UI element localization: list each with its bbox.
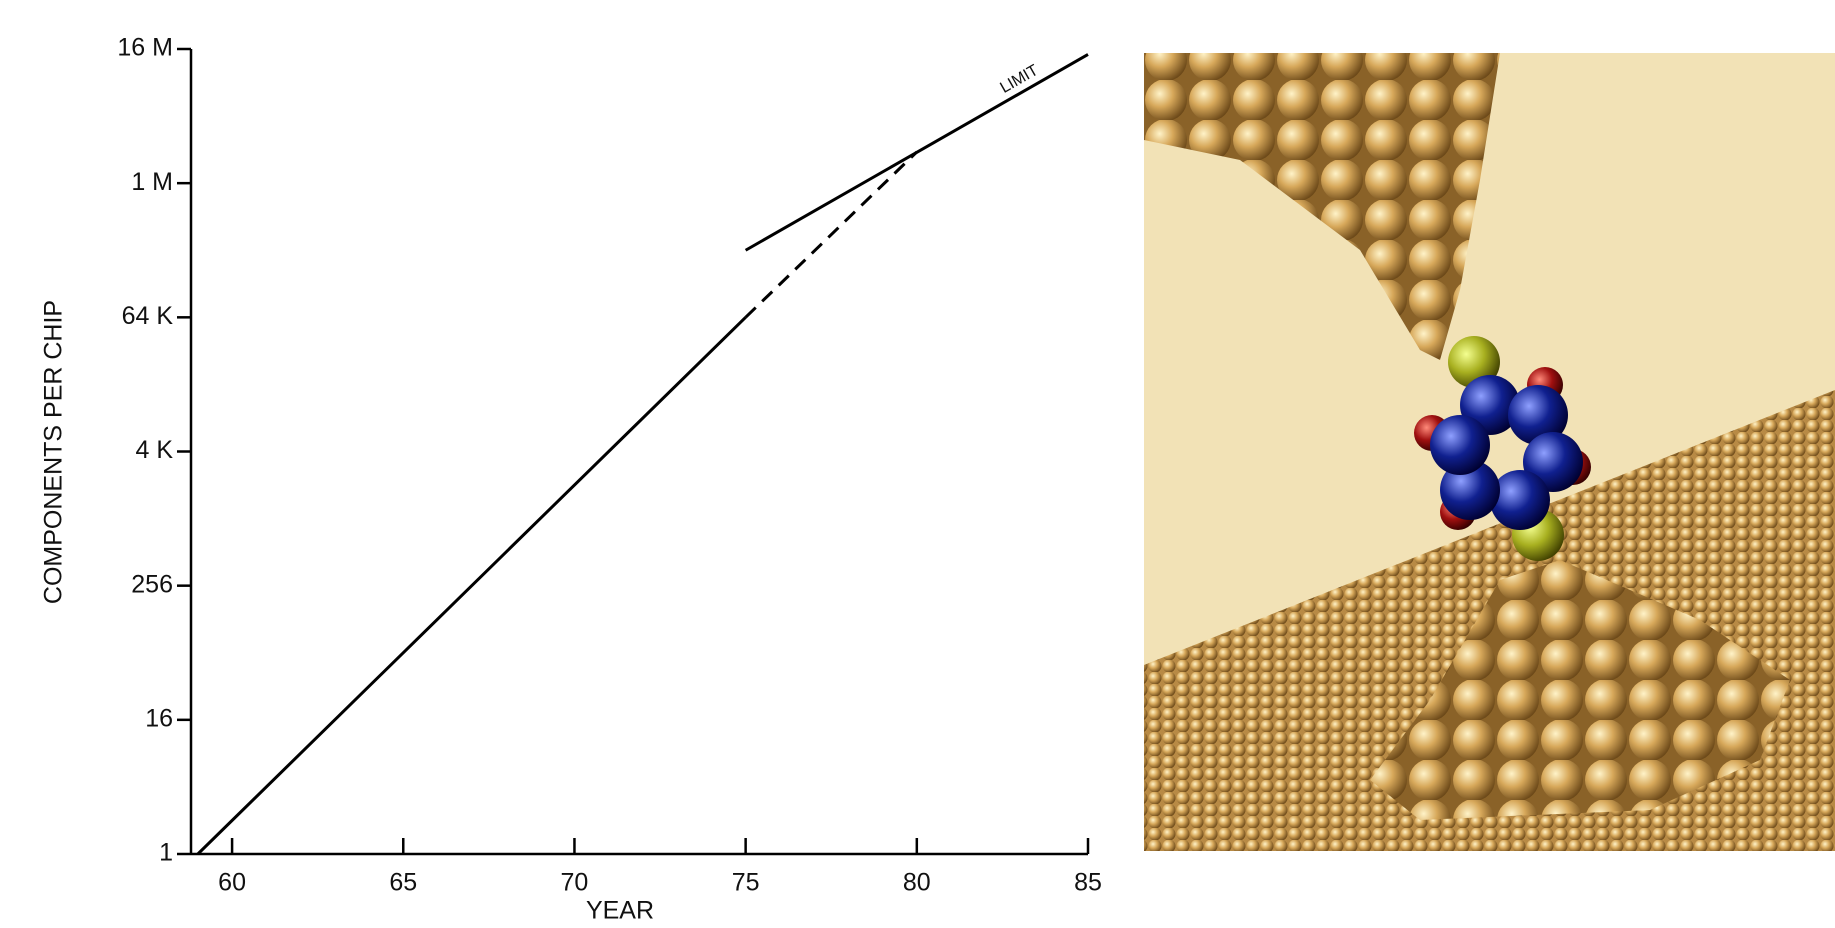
- line-series: [746, 54, 1088, 250]
- annotation: LIMIT: [997, 62, 1041, 97]
- y-tick-label: 1 M: [131, 168, 173, 196]
- y-axis-label: COMPONENTS PER CHIP: [40, 300, 68, 604]
- y-tick-label: 16 M: [117, 34, 173, 62]
- molecule-image: [1144, 53, 1835, 851]
- y-tick-label: 1: [159, 839, 173, 867]
- page: YEAR COMPONENTS PER CHIP 1 16 256 4 K 64 K 1 …: [0, 0, 1835, 928]
- figure: YEAR COMPONENTS PER CHIP 1 16 256 4 K 64 K 1 …: [0, 0, 1835, 928]
- x-axis-label: YEAR: [586, 897, 654, 925]
- x-tick-label: 80: [903, 869, 931, 897]
- y-tick-label: 64 K: [122, 302, 174, 330]
- x-tick-label: 70: [561, 869, 589, 897]
- x-tick-label: 65: [389, 869, 417, 897]
- y-tick-label: 256: [131, 570, 173, 598]
- x-tick-label: 85: [1074, 869, 1102, 897]
- x-tick-label: 75: [732, 869, 760, 897]
- line-series: [198, 317, 746, 854]
- y-tick-label: 4 K: [135, 436, 173, 464]
- x-tick-label: 60: [218, 869, 246, 897]
- y-tick-label: 16: [145, 704, 173, 732]
